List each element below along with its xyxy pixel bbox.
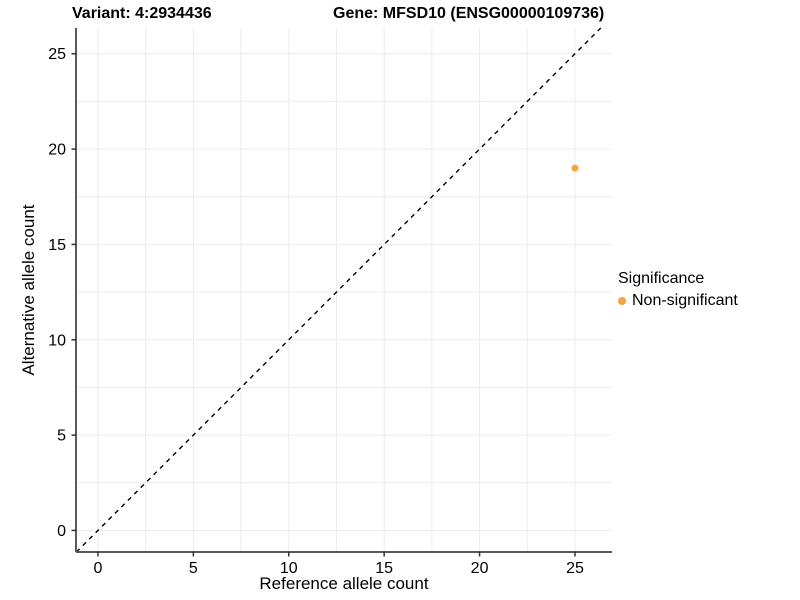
x-axis-title: Reference allele count bbox=[259, 574, 429, 593]
legend-title: Significance bbox=[618, 270, 705, 287]
y-tick-label: 20 bbox=[48, 142, 66, 159]
x-tick-label: 25 bbox=[566, 560, 584, 577]
legend-item: Non-significant bbox=[618, 292, 738, 310]
legend-key-dot-icon bbox=[618, 297, 626, 305]
plot-title-gene: Gene: MFSD10 (ENSG00000109736) bbox=[333, 5, 605, 22]
data-point bbox=[571, 164, 579, 172]
x-tick-label: 5 bbox=[189, 560, 198, 577]
y-tick-label: 10 bbox=[48, 332, 66, 349]
legend-item-label: Non-significant bbox=[632, 292, 738, 309]
x-tick-label: 0 bbox=[93, 560, 102, 577]
identity-line bbox=[75, 27, 602, 553]
y-tick-label: 5 bbox=[57, 428, 66, 445]
y-tick-label: 25 bbox=[48, 46, 66, 63]
plot-title-variant: Variant: 4:2934436 bbox=[72, 5, 212, 22]
y-tick-label: 0 bbox=[57, 523, 66, 540]
x-tick-label: 15 bbox=[375, 560, 393, 577]
legend: Significance Non-significant bbox=[618, 270, 738, 310]
y-axis-title: Alternative allele count bbox=[19, 204, 38, 376]
y-tick-label: 15 bbox=[48, 237, 66, 254]
x-tick-label: 20 bbox=[471, 560, 489, 577]
x-tick-label: 10 bbox=[280, 560, 298, 577]
